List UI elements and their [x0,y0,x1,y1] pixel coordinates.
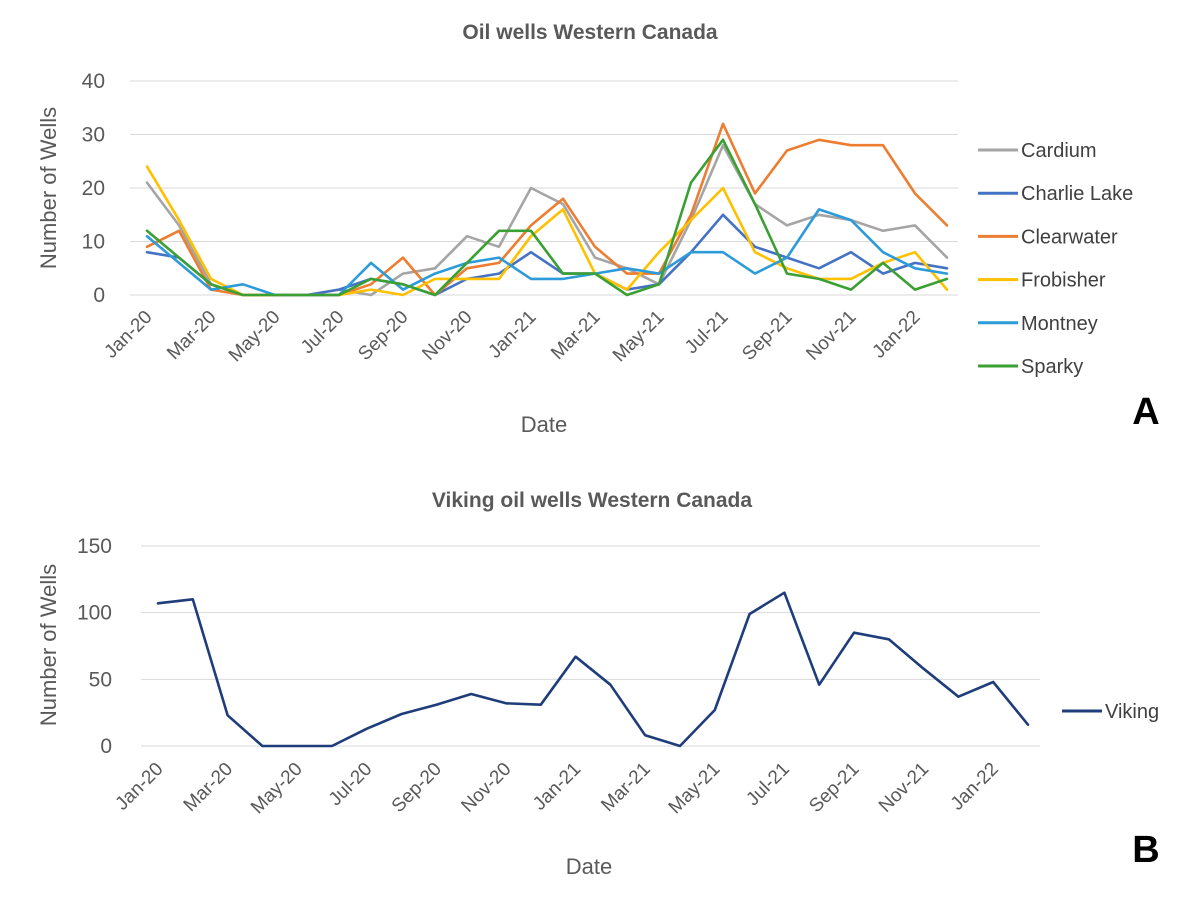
chart-b-x-tick-label: Mar-21 [597,759,654,816]
chart-b-x-tick-label: Nov-20 [457,759,515,817]
series-line-frobisher [145,165,949,297]
legend-label-clearwater: Clearwater [1021,226,1118,248]
chart-a-y-axis-label: Number of Wells [36,107,61,269]
chart-a-panel-label: A [1132,391,1159,433]
chart-b-panel-label: B [1132,829,1159,871]
legend-label-charlie-lake: Charlie Lake [1021,183,1133,205]
chart-b-x-tick-label: Sep-20 [388,759,446,817]
chart-b-x-tick-label: Mar-20 [180,759,237,816]
chart-a-x-tick-label: Sep-20 [354,307,412,365]
chart-a-x-tick-label: Jan-21 [485,307,541,363]
chart-b-y-tick-label: 150 [77,535,112,558]
chart-a-x-tick-label: Jan-22 [869,307,925,363]
chart-a-x-tick-label: Nov-21 [802,307,860,365]
chart-a-y-tick-label: 0 [93,284,105,307]
series-line-cardium [145,143,949,297]
chart-a-y-tick-label: 40 [82,70,105,93]
series-line-sparky [145,138,949,297]
legend-label-montney: Montney [1021,313,1098,335]
chart-b-x-tick-label: Jan-21 [529,759,585,815]
chart-a-y-tick-label: 20 [82,177,105,200]
chart-b-x-tick-label: Jan-20 [112,759,168,815]
chart-a-x-tick-label: Jul-20 [297,307,348,358]
chart-a-x-tick-label: May-21 [609,307,669,367]
chart-a-x-tick-label: Mar-20 [163,307,220,364]
chart-a-x-tick-label: Sep-21 [738,307,796,365]
series-line-viking [156,591,1030,748]
chart-b-x-tick-label: Nov-21 [875,759,933,817]
chart-a-x-tick-label: Mar-21 [547,307,604,364]
series-line-clearwater [145,122,949,297]
legend-label-viking: Viking [1105,701,1159,723]
chart-b-title: Viking oil wells Western Canada [432,489,752,512]
chart-b-x-tick-label: Jul-20 [325,759,376,810]
chart-b-x-tick-label: Sep-21 [805,759,863,817]
chart-a: Oil wells Western Canada 0 10 20 30 40 Jan-2… [36,21,1160,437]
chart-a-title: Oil wells Western Canada [462,21,718,44]
legend-label-frobisher: Frobisher [1021,270,1106,292]
chart-b-y-tick-label: 0 [100,735,112,758]
chart-a-y-tick-label: 10 [82,231,105,254]
chart-b-x-axis-label: Date [566,854,612,879]
legend-label-sparky: Sparky [1021,356,1083,378]
chart-a-x-tick-label: Nov-20 [418,307,476,365]
chart-b-y-axis-label: Number of Wells [36,564,61,726]
chart-a-x-tick-label: Jul-21 [681,307,732,358]
chart-b-y-tick-label: 100 [77,602,112,625]
chart-a-x-axis-label: Date [521,412,567,437]
legend-label-cardium: Cardium [1021,140,1097,162]
chart-b-x-tick-label: Jan-22 [947,759,1003,815]
chart-b-y-tick-label: 50 [89,668,112,691]
chart-b: Viking oil wells Western Canada 0 50 100 15… [36,489,1160,879]
chart-b-x-tick-label: May-20 [247,759,307,819]
chart-a-x-tick-label: May-20 [225,307,285,367]
chart-b-x-tick-label: May-21 [665,759,725,819]
chart-b-x-tick-label: Jul-21 [742,759,793,810]
chart-a-y-tick-label: 30 [82,124,105,147]
chart-a-x-tick-label: Jan-20 [101,307,157,363]
series-line-charlie-lake [145,213,949,297]
